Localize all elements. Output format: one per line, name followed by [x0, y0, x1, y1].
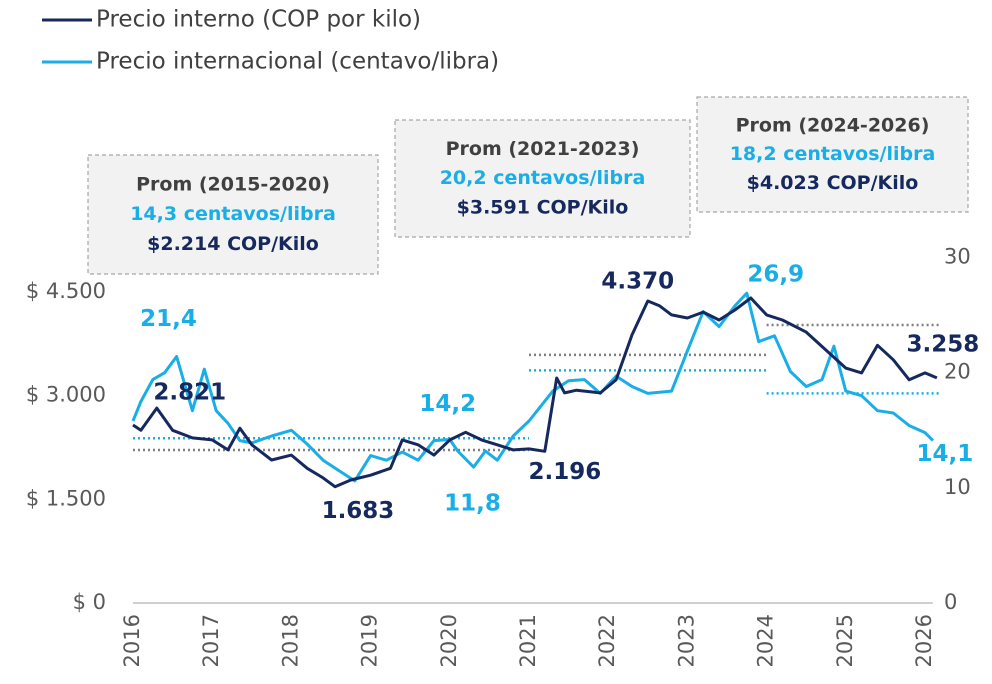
- x-tick-label: 2021: [516, 614, 540, 667]
- y-tick-label: $ 3.000: [26, 383, 106, 407]
- y-tick-label: $ 1.500: [26, 486, 106, 510]
- y-tick-label: $ 0: [73, 590, 106, 614]
- x-tick-label: 2023: [674, 614, 698, 667]
- period-title: Prom (2024-2026): [736, 114, 930, 136]
- period-domestic: $4.023 COP/Kilo: [747, 172, 919, 194]
- x-tick-label: 2020: [437, 614, 461, 667]
- x-tick-label: 2024: [754, 614, 778, 667]
- x-tick-label: 2026: [912, 614, 936, 667]
- period-box: [87, 154, 379, 275]
- data-label: 21,4: [140, 306, 197, 332]
- period-title: Prom (2021-2023): [446, 138, 640, 160]
- period-international: 20,2 centavos/libra: [440, 167, 646, 189]
- x-tick-label: 2025: [833, 614, 857, 667]
- data-label: 26,9: [747, 262, 804, 288]
- period-international: 18,2 centavos/libra: [730, 143, 936, 165]
- data-label: 3.258: [906, 331, 979, 357]
- x-tick-label: 2016: [120, 614, 144, 667]
- y2-tick-label: 20: [944, 360, 971, 384]
- y2-tick-label: 10: [944, 475, 971, 499]
- x-tick-label: 2017: [199, 614, 223, 667]
- y2-tick-label: 0: [944, 590, 957, 614]
- data-label: 1.683: [322, 498, 395, 524]
- series-line: [132, 296, 938, 489]
- period-domestic: $3.591 COP/Kilo: [457, 196, 629, 218]
- series-line: [131, 291, 934, 483]
- legend-label: Precio interno (COP por kilo): [96, 7, 421, 33]
- period-title: Prom (2015-2020): [136, 173, 330, 195]
- data-label: 2.196: [528, 459, 601, 485]
- y-tick-label: $ 4.500: [26, 279, 106, 303]
- data-label: 14,2: [419, 391, 476, 417]
- data-label: 4.370: [601, 269, 674, 295]
- x-tick-label: 2018: [278, 614, 302, 667]
- data-label: 2.821: [153, 380, 226, 406]
- period-domestic: $2.214 COP/Kilo: [147, 233, 319, 255]
- period-box: [696, 96, 969, 213]
- x-tick-label: 2022: [595, 614, 619, 667]
- period-international: 14,3 centavos/libra: [130, 203, 336, 225]
- data-label: 14,1: [917, 441, 974, 467]
- x-tick-label: 2019: [358, 614, 382, 667]
- y2-tick-label: 30: [944, 245, 971, 269]
- data-label: 11,8: [444, 491, 501, 517]
- legend-label: Precio internacional (centavo/libra): [96, 49, 499, 75]
- period-box: [394, 119, 691, 238]
